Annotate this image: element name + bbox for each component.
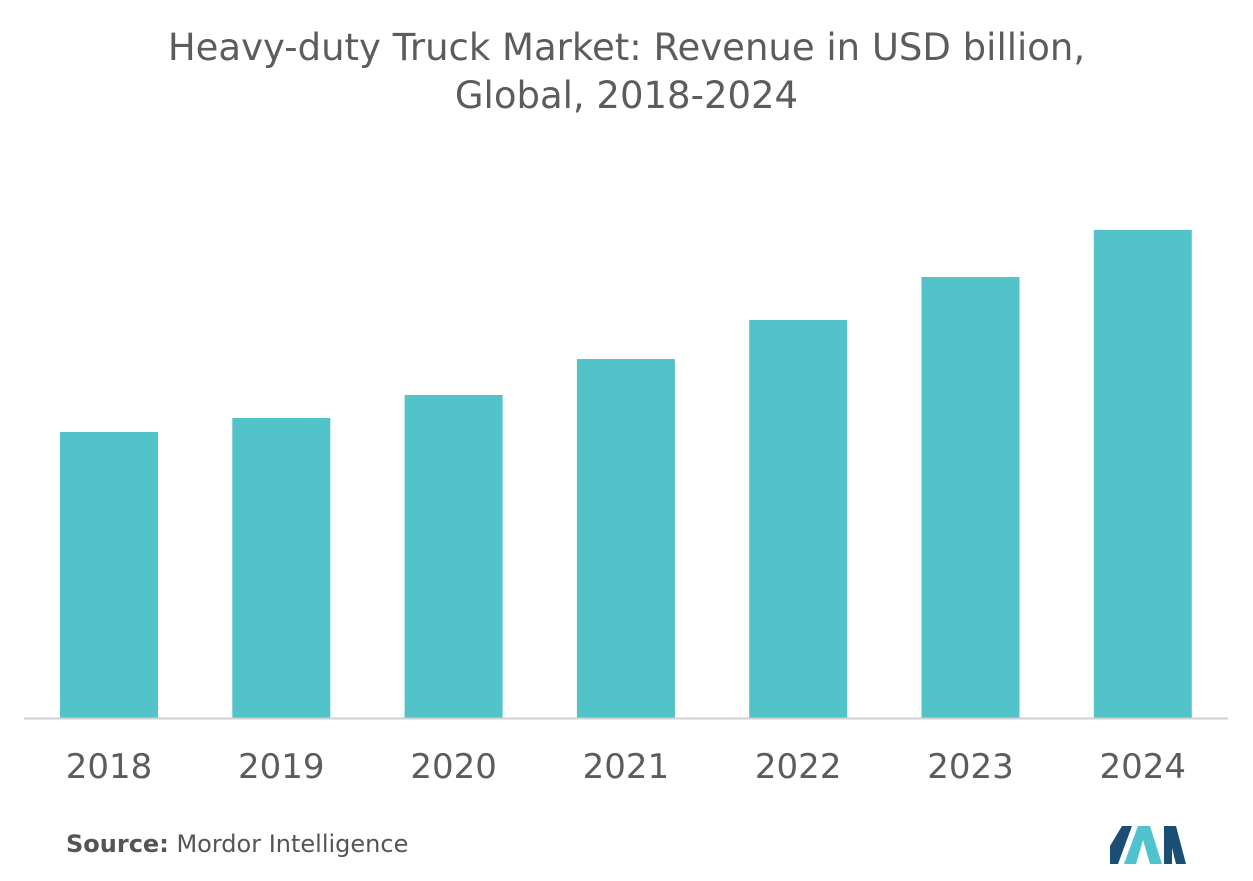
chart-title: Heavy-duty Truck Market: Revenue in USD … [0,24,1253,120]
x-tick-label-2018: 2018 [66,747,153,787]
chart-title-line1: Heavy-duty Truck Market: Revenue in USD … [167,26,1086,69]
x-tick-label-2020: 2020 [410,747,497,787]
bar-2021 [576,359,675,718]
bar-2022 [749,320,848,718]
x-tick-label-2024: 2024 [1100,747,1187,787]
x-tick-label-2021: 2021 [583,747,670,787]
x-tick-label-2022: 2022 [755,747,842,787]
source-name: Mordor Intelligence [176,830,409,858]
bar-2019 [232,418,331,718]
source-label: Source: [66,830,169,858]
bar-chart: 2018 2019 2020 2021 2022 2023 2024 [24,230,1228,787]
chart-title-line2: Global, 2018-2024 [454,74,799,117]
x-tick-label-2019: 2019 [238,747,325,787]
bar-2023 [921,277,1020,718]
logo-shape-right [1164,826,1186,864]
source-note: Source: Mordor Intelligence [66,830,408,858]
bar-2020 [404,395,503,718]
logo-shape-mid [1124,826,1162,864]
bar-2018 [60,432,158,718]
logo-shape-left [1110,826,1132,864]
bar-2024 [1093,230,1192,718]
x-tick-label-2023: 2023 [927,747,1014,787]
mordor-intelligence-logo [1110,826,1186,864]
